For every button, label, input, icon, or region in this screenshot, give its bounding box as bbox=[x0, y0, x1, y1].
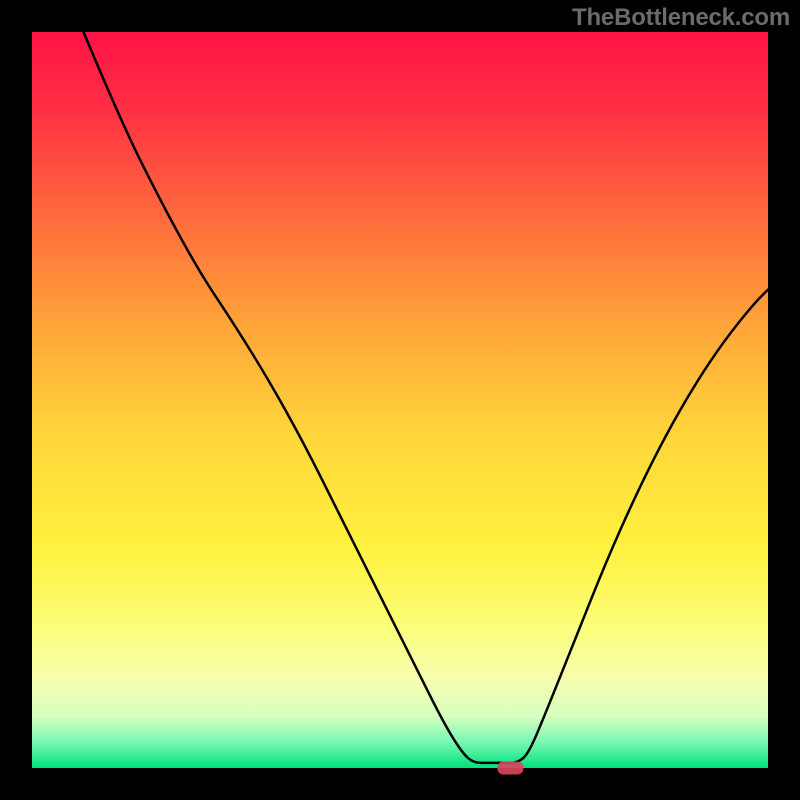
bottleneck-chart bbox=[0, 0, 800, 800]
watermark-label: TheBottleneck.com bbox=[572, 4, 790, 32]
plot-background bbox=[32, 32, 768, 768]
optimal-marker bbox=[497, 762, 523, 775]
